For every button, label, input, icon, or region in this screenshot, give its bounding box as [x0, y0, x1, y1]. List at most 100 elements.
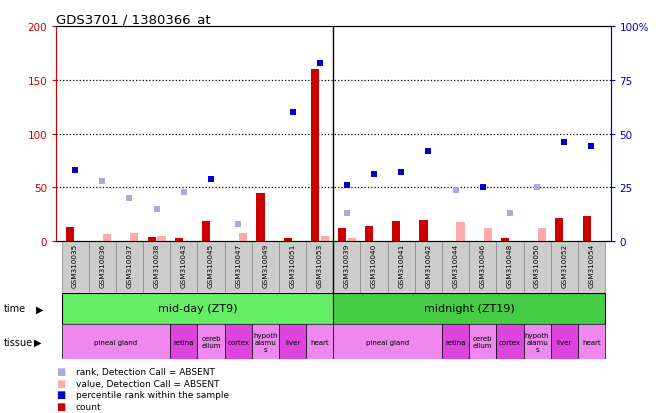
Text: value, Detection Call = ABSENT: value, Detection Call = ABSENT	[76, 379, 219, 388]
Text: GSM310044: GSM310044	[453, 243, 459, 287]
Bar	[496, 324, 523, 359]
Bar	[333, 293, 605, 324]
Text: GSM310042: GSM310042	[426, 243, 432, 287]
Bar	[442, 324, 469, 359]
Text: pineal gland: pineal gland	[94, 339, 137, 345]
Text: retina: retina	[174, 339, 194, 345]
Text: cortex: cortex	[227, 339, 249, 345]
Text: GSM310045: GSM310045	[208, 243, 214, 287]
Bar	[550, 324, 578, 359]
Text: GSM310054: GSM310054	[589, 243, 595, 287]
Bar	[103, 234, 112, 242]
Bar	[496, 242, 523, 293]
Text: GSM310041: GSM310041	[398, 243, 404, 287]
Bar	[360, 242, 387, 293]
Text: GSM310039: GSM310039	[344, 243, 350, 287]
Bar	[197, 242, 224, 293]
Bar	[170, 324, 197, 359]
Text: cereb
ellum: cereb ellum	[201, 335, 220, 348]
Text: ■: ■	[56, 401, 65, 411]
Text: rank, Detection Call = ABSENT: rank, Detection Call = ABSENT	[76, 367, 215, 376]
Text: ■: ■	[56, 389, 65, 399]
Bar	[279, 324, 306, 359]
Bar	[256, 193, 265, 242]
Bar	[143, 242, 170, 293]
Text: liver: liver	[285, 339, 300, 345]
Bar	[365, 227, 374, 242]
Text: ▶: ▶	[34, 337, 42, 347]
Bar	[224, 324, 251, 359]
Text: retina: retina	[446, 339, 466, 345]
Text: GSM310036: GSM310036	[99, 243, 106, 287]
Text: percentile rank within the sample: percentile rank within the sample	[76, 390, 229, 399]
Text: liver: liver	[556, 339, 572, 345]
Text: heart: heart	[582, 339, 601, 345]
Bar	[578, 324, 605, 359]
Text: ■: ■	[56, 378, 65, 388]
Bar	[116, 242, 143, 293]
Text: GSM310043: GSM310043	[181, 243, 187, 287]
Text: GSM310048: GSM310048	[507, 243, 513, 287]
Bar	[251, 324, 279, 359]
Bar	[415, 242, 442, 293]
Bar	[239, 233, 247, 242]
Bar	[523, 242, 550, 293]
Bar	[523, 324, 550, 359]
Bar	[88, 242, 116, 293]
Bar	[66, 228, 75, 242]
Bar	[348, 238, 356, 242]
Text: pineal gland: pineal gland	[366, 339, 409, 345]
Text: time: time	[3, 304, 26, 314]
Text: mid-day (ZT9): mid-day (ZT9)	[158, 304, 237, 314]
Bar	[158, 236, 166, 242]
Bar	[130, 233, 139, 242]
Text: GSM310053: GSM310053	[317, 243, 323, 287]
Text: cereb
ellum: cereb ellum	[473, 335, 492, 348]
Text: hypoth
alamu
s: hypoth alamu s	[253, 332, 278, 352]
Bar	[469, 324, 496, 359]
Bar	[311, 70, 319, 242]
Bar	[392, 221, 401, 242]
Bar	[61, 242, 88, 293]
Bar	[202, 221, 210, 242]
Bar	[61, 293, 333, 324]
Bar	[148, 237, 156, 242]
Text: GSM310037: GSM310037	[127, 243, 133, 287]
Bar	[61, 324, 170, 359]
Bar	[321, 236, 329, 242]
Text: GSM310050: GSM310050	[534, 243, 540, 287]
Bar	[484, 229, 492, 242]
Text: tissue: tissue	[3, 337, 32, 347]
Bar	[469, 242, 496, 293]
Text: GSM310046: GSM310046	[480, 243, 486, 287]
Bar	[457, 222, 465, 242]
Text: heart: heart	[310, 339, 329, 345]
Bar	[387, 242, 415, 293]
Bar	[583, 217, 591, 242]
Bar	[175, 238, 183, 242]
Text: midnight (ZT19): midnight (ZT19)	[424, 304, 515, 314]
Text: ▶: ▶	[36, 304, 44, 314]
Bar	[306, 242, 333, 293]
Bar	[224, 242, 251, 293]
Text: GSM310047: GSM310047	[235, 243, 241, 287]
Bar	[197, 324, 224, 359]
Bar	[555, 218, 564, 242]
Bar	[279, 242, 306, 293]
Text: count: count	[76, 402, 102, 411]
Text: GSM310038: GSM310038	[154, 243, 160, 287]
Bar	[338, 229, 346, 242]
Text: ■: ■	[56, 366, 65, 376]
Bar	[538, 229, 546, 242]
Bar	[550, 242, 578, 293]
Bar	[333, 242, 360, 293]
Text: cortex: cortex	[499, 339, 521, 345]
Bar	[170, 242, 197, 293]
Text: GSM310051: GSM310051	[290, 243, 296, 287]
Text: GSM310035: GSM310035	[72, 243, 78, 287]
Text: GDS3701 / 1380366_at: GDS3701 / 1380366_at	[56, 13, 211, 26]
Text: GSM310052: GSM310052	[561, 243, 568, 287]
Bar	[578, 242, 605, 293]
Bar	[284, 238, 292, 242]
Bar	[306, 324, 333, 359]
